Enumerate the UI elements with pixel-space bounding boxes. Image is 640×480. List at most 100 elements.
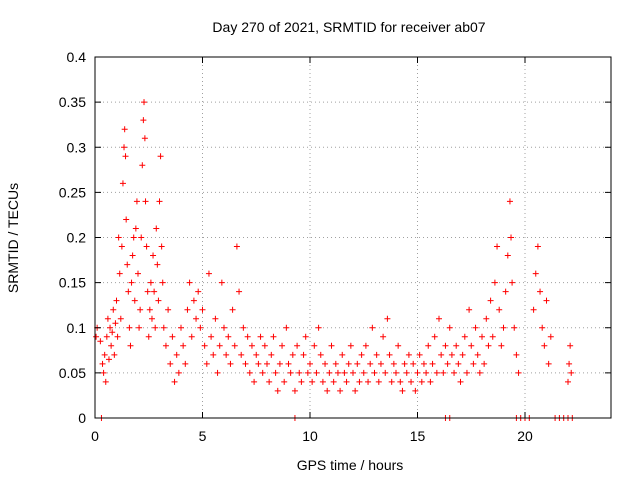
data-point [341, 369, 348, 376]
data-point [180, 342, 187, 349]
data-point [541, 342, 548, 349]
data-point [371, 369, 378, 376]
x-tick-label: 15 [410, 428, 426, 444]
data-point [150, 252, 157, 259]
data-point [175, 369, 182, 376]
data-point [157, 153, 164, 160]
data-point [530, 306, 537, 313]
data-point [270, 333, 277, 340]
data-point [431, 333, 438, 340]
data-point [451, 369, 458, 376]
data-point [380, 333, 387, 340]
data-point [328, 342, 335, 349]
data-point [255, 360, 262, 367]
data-point [440, 369, 447, 376]
data-point [283, 324, 290, 331]
data-point [100, 369, 107, 376]
data-point [304, 369, 311, 376]
data-point [294, 342, 301, 349]
data-point [238, 351, 245, 358]
data-point [208, 333, 215, 340]
grid-lines [95, 57, 611, 418]
data-point [468, 342, 475, 349]
data-point [543, 297, 550, 304]
data-point [429, 360, 436, 367]
data-point [420, 360, 427, 367]
data-point [110, 306, 117, 313]
data-point [491, 279, 498, 286]
data-point [114, 333, 121, 340]
data-point [221, 324, 227, 331]
data-point [487, 297, 494, 304]
data-point [401, 360, 408, 367]
data-point [511, 324, 518, 331]
data-point [218, 279, 225, 286]
data-point [397, 378, 404, 385]
data-point [276, 360, 283, 367]
data-point [300, 351, 307, 358]
data-point [104, 315, 111, 322]
data-point [343, 378, 350, 385]
y-tick-label: 0.35 [59, 94, 86, 110]
x-tick-label: 20 [517, 428, 533, 444]
data-point [184, 306, 191, 313]
data-point [539, 324, 546, 331]
data-point [178, 324, 184, 331]
data-point [433, 369, 440, 376]
data-point [506, 198, 513, 205]
data-point [375, 378, 382, 385]
data-point [466, 306, 473, 313]
data-point [193, 315, 200, 322]
data-point [236, 288, 243, 295]
data-point [442, 342, 449, 349]
data-point [289, 351, 296, 358]
data-point [459, 351, 466, 358]
data-point [111, 351, 118, 358]
data-point [103, 333, 110, 340]
data-point [115, 234, 122, 241]
data-point [102, 378, 109, 385]
data-point [508, 234, 515, 241]
data-point [455, 360, 462, 367]
data-point [427, 378, 434, 385]
x-tick-label: 0 [91, 428, 99, 444]
data-point [358, 351, 365, 358]
data-point [311, 342, 318, 349]
data-points [93, 99, 576, 421]
data-point [463, 369, 470, 376]
data-point [476, 369, 483, 376]
data-point [345, 360, 352, 367]
data-point [509, 279, 516, 286]
data-point [169, 333, 176, 340]
data-point [423, 369, 430, 376]
data-point [532, 270, 539, 277]
data-point [360, 369, 367, 376]
data-point [261, 342, 268, 349]
data-point [151, 288, 158, 295]
data-point [216, 342, 223, 349]
y-tick-label: 0.15 [59, 275, 86, 291]
data-point [101, 351, 108, 358]
data-point [128, 279, 135, 286]
y-tick-label: 0.05 [59, 365, 86, 381]
data-point [171, 378, 178, 385]
data-point [395, 342, 402, 349]
data-point [139, 162, 146, 169]
data-point [112, 320, 119, 327]
data-point [126, 324, 133, 331]
data-point [367, 360, 374, 367]
data-point [264, 360, 270, 367]
data-point [386, 351, 393, 358]
data-point [565, 378, 571, 385]
data-point [377, 360, 384, 367]
data-point [197, 324, 204, 331]
data-point [319, 378, 326, 385]
data-point [99, 360, 106, 367]
data-point [537, 288, 544, 295]
data-point [97, 338, 104, 345]
data-point [119, 180, 126, 187]
data-point [136, 324, 143, 331]
data-point [483, 315, 490, 322]
y-tick-label: 0.2 [67, 230, 87, 246]
x-axis-label: GPS time / hours [297, 457, 404, 473]
